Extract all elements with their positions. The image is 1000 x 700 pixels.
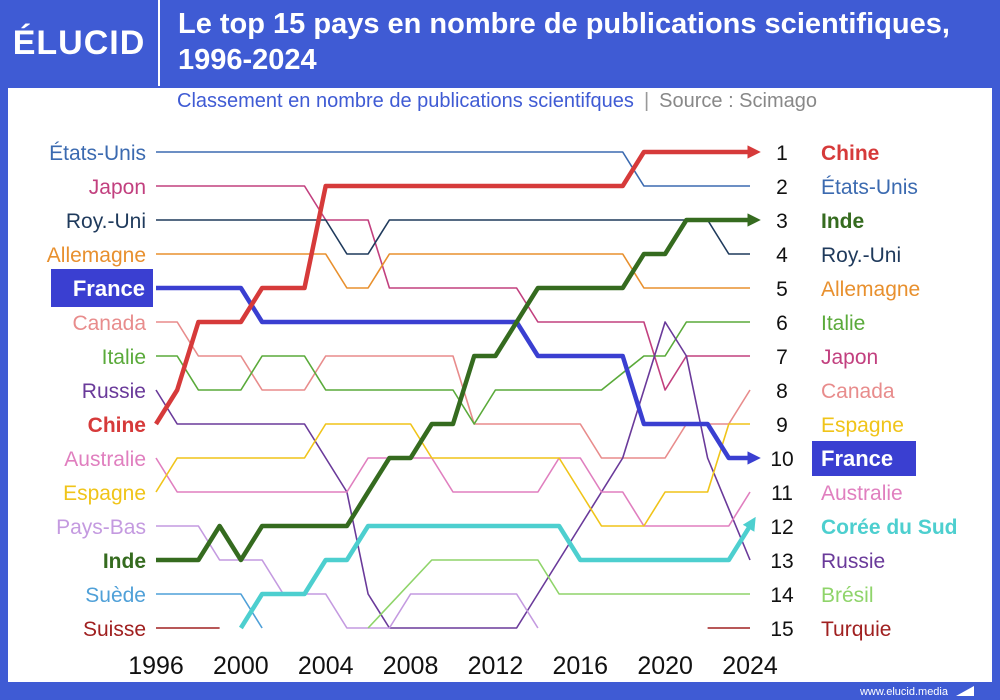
rank-number: 6 <box>776 312 788 335</box>
series-line-australie <box>155 457 751 527</box>
left-label-etats-unis: États-Unis <box>49 142 146 165</box>
right-label-allemagne: Allemagne <box>821 278 920 301</box>
series-line-inde <box>156 213 761 563</box>
rank-number: 11 <box>771 482 793 505</box>
series-line-coree-du-sud <box>238 516 756 630</box>
left-label-russie: Russie <box>82 380 146 403</box>
left-label-canada: Canada <box>72 312 146 335</box>
subtitle-separator: | <box>643 90 650 112</box>
right-label-chine: Chine <box>821 142 879 165</box>
series-line-roy-uni <box>156 219 750 255</box>
right-label-canada: Canada <box>821 380 895 403</box>
right-label-coree-du-sud: Corée du Sud <box>821 516 958 539</box>
right-highlight-box-france <box>812 441 916 476</box>
right-label-japon: Japon <box>821 346 878 369</box>
x-tick-label: 1996 <box>128 652 184 680</box>
x-tick-label: 2012 <box>468 652 524 680</box>
left-label-suede: Suède <box>85 584 146 607</box>
rank-number: 15 <box>770 618 793 641</box>
rank-number: 2 <box>776 176 788 199</box>
right-label-etats-unis: États-Unis <box>821 176 918 199</box>
right-label-roy-uni: Roy.-Uni <box>821 244 901 267</box>
subtitle: Classement en nombre de publications sci… <box>177 90 634 112</box>
subtitle-row: Classement en nombre de publications sci… <box>177 90 817 113</box>
right-label-australie: Australie <box>821 482 903 505</box>
series-line-chine <box>154 145 761 426</box>
rank-number: 7 <box>776 346 788 369</box>
left-label-allemagne: Allemagne <box>47 244 146 267</box>
series-line-espagne <box>155 423 750 527</box>
x-tick-label: 2024 <box>722 652 778 680</box>
series-line-bresil <box>367 559 750 629</box>
right-label-bresil: Brésil <box>821 584 874 607</box>
series-line-canada <box>156 321 751 459</box>
rank-number: 4 <box>776 244 788 267</box>
left-label-france: France <box>73 276 145 301</box>
right-label-espagne: Espagne <box>821 414 904 437</box>
rank-number: 5 <box>776 278 788 301</box>
rank-number: 3 <box>776 210 788 233</box>
right-label-italie: Italie <box>821 312 865 335</box>
x-tick-label: 2008 <box>383 652 439 680</box>
left-label-chine: Chine <box>88 414 146 437</box>
rank-number: 10 <box>770 448 793 471</box>
series-line-pays-bas <box>156 525 539 629</box>
x-tick-label: 2016 <box>552 652 608 680</box>
rank-number: 12 <box>770 516 793 539</box>
source: Source : Scimago <box>659 90 817 112</box>
right-label-france: France <box>821 446 893 471</box>
elucid-logo: ÉLUCID <box>0 0 160 86</box>
rank-number: 9 <box>776 414 788 437</box>
right-label-turquie: Turquie <box>821 618 891 641</box>
elucid-mark-icon <box>956 686 974 696</box>
x-tick-label: 2020 <box>637 652 693 680</box>
series-line-japon <box>156 185 750 391</box>
left-highlight-box-france <box>51 269 153 307</box>
left-label-pays-bas: Pays-Bas <box>56 516 146 539</box>
rank-number: 13 <box>770 550 793 573</box>
series-line-france <box>156 285 761 465</box>
rank-number: 1 <box>776 142 788 165</box>
series-line-russie <box>155 321 751 629</box>
right-label-russie: Russie <box>821 550 885 573</box>
x-tick-label: 2004 <box>298 652 354 680</box>
left-label-australie: Australie <box>64 448 146 471</box>
left-label-italie: Italie <box>102 346 146 369</box>
series-line-allemagne <box>156 253 750 289</box>
rank-number: 8 <box>776 380 788 403</box>
left-label-roy-uni: Roy.-Uni <box>66 210 146 233</box>
right-label-inde: Inde <box>821 210 864 233</box>
chart-title: Le top 15 pays en nombre de publications… <box>178 8 950 76</box>
series-line-suede <box>156 593 263 629</box>
left-label-espagne: Espagne <box>63 482 146 505</box>
left-label-japon: Japon <box>89 176 146 199</box>
rank-number: 14 <box>770 584 794 607</box>
footer-url[interactable]: www.elucid.media <box>859 686 948 698</box>
series-line-etats-unis <box>156 151 750 187</box>
left-label-suisse: Suisse <box>83 618 146 641</box>
x-tick-label: 2000 <box>213 652 269 680</box>
left-label-inde: Inde <box>103 550 146 573</box>
